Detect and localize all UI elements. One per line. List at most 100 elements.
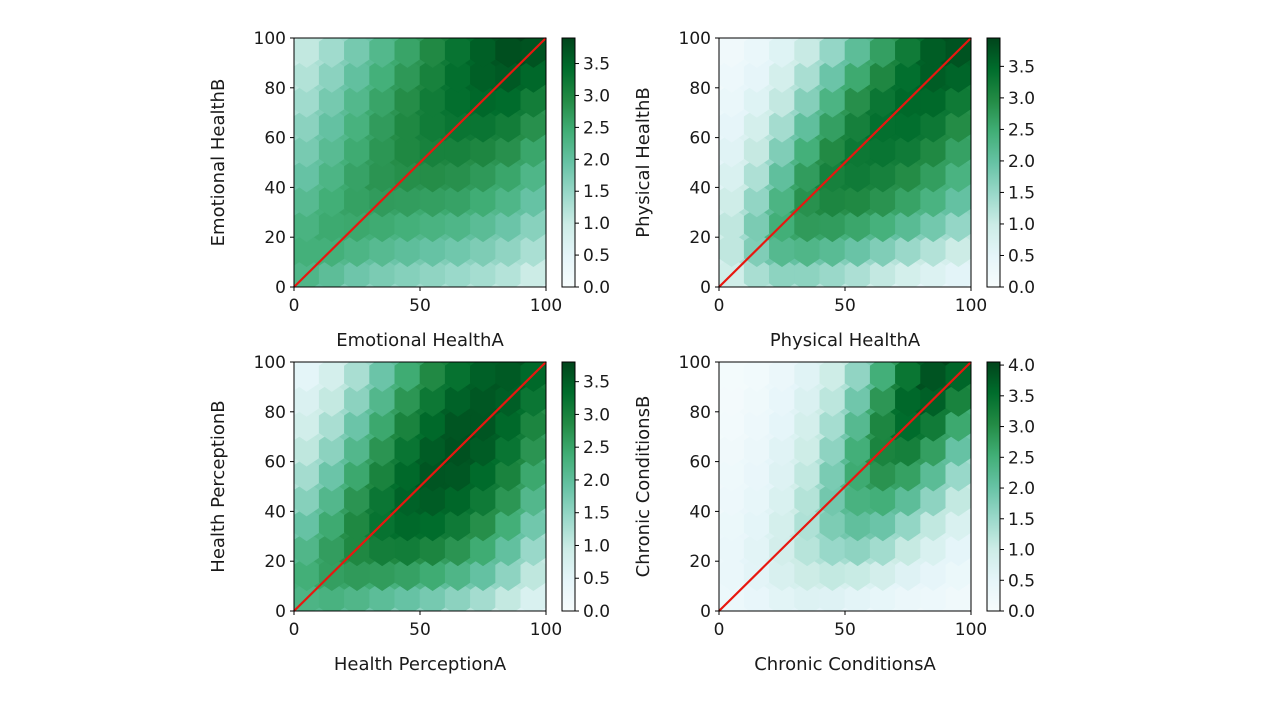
y-tick-label: 20 [264,228,286,248]
colorbar-tick-label: 1.5 [1008,510,1035,530]
colorbar-ticks: 0.0 0.5 1.0 1.5 2.0 2.5 3.0 3.5 [575,55,610,298]
y-axis-label: Emotional HealthB [208,79,229,247]
hex-cell [945,207,971,243]
panel-health-perception: 0 50 100 0 20 40 60 80 100 Health PerceptionA H… [208,353,610,675]
y-tick-label: 60 [689,129,711,149]
colorbar-tick-label: 1.0 [1008,215,1035,235]
hex-cell [520,406,546,442]
colorbar-tick-label: 3.5 [1008,387,1035,407]
hexbin-cells [294,38,546,287]
colorbar-tick-label: 2.0 [1008,152,1035,172]
hex-cell [520,232,546,268]
x-axis-ticks: 0 50 100 [714,611,987,640]
hex-cell [945,82,971,118]
y-tick-label: 60 [264,129,286,149]
hex-cell [520,581,546,611]
x-tick-label: 100 [530,296,562,316]
hex-cell [520,82,546,118]
hex-cell [945,406,971,442]
hex-cell [520,157,546,193]
y-tick-label: 0 [275,602,286,622]
colorbar [561,37,576,288]
y-tick-label: 80 [689,403,711,423]
y-tick-label: 20 [689,552,711,572]
y-tick-label: 100 [254,29,286,49]
panel-physical-health: 0 50 100 0 20 40 60 80 100 Physical HealthA Phy… [633,29,1035,351]
colorbar-tick-label: 2.5 [1008,448,1035,468]
colorbar-tick-label: 1.5 [583,504,610,524]
colorbar-tick-label: 3.0 [1008,89,1035,109]
x-axis-label: Health PerceptionA [334,654,507,675]
colorbar-tick-label: 3.0 [1008,418,1035,438]
colorbar-tick-label: 3.5 [583,55,610,75]
colorbar-tick-label: 3.0 [583,86,610,106]
colorbar-tick-label: 2.5 [583,118,610,138]
y-tick-label: 60 [264,453,286,473]
colorbar-tick-label: 3.5 [583,373,610,393]
y-tick-label: 0 [700,602,711,622]
x-tick-label: 100 [955,296,987,316]
colorbar-tick-label: 2.0 [583,471,610,491]
y-tick-label: 0 [275,278,286,298]
colorbar-tick-label: 1.5 [1008,183,1035,203]
colorbar-tick-label: 0.0 [583,602,610,622]
hex-cell [945,581,971,611]
y-axis-label: Chronic ConditionsB [633,396,654,578]
y-tick-label: 60 [689,453,711,473]
hex-cell [520,506,546,542]
panel-emotional-health: 0 50 100 0 20 40 60 80 100 Emotional HealthA Em… [208,29,610,351]
colorbar-tick-label: 1.0 [1008,541,1035,561]
y-tick-label: 40 [689,502,711,522]
x-axis-label: Physical HealthA [770,330,921,351]
hex-cell [520,381,546,417]
colorbar-tick-label: 1.0 [583,214,610,234]
hex-cell [945,257,971,287]
colorbar-tick-label: 0.0 [1008,602,1035,622]
colorbar-ticks: 0.0 0.5 1.0 1.5 2.0 2.5 3.0 3.5 4.0 [1000,356,1035,622]
hex-cell [945,556,971,592]
hex-cell [945,431,971,467]
hex-cell [945,531,971,567]
y-tick-label: 40 [264,178,286,198]
hex-cell [520,132,546,168]
x-axis-label: Emotional HealthA [336,330,504,351]
colorbar-tick-label: 1.0 [583,536,610,556]
hex-cell [945,481,971,517]
y-axis-label: Physical HealthB [633,87,654,237]
hex-cell [520,57,546,93]
x-tick-label: 0 [714,620,725,640]
colorbar-tick-label: 4.0 [1008,356,1035,376]
colorbar-tick-label: 0.5 [583,569,610,589]
colorbar-tick-label: 2.5 [583,438,610,458]
colorbar-tick-label: 0.5 [583,246,610,266]
colorbar [986,37,1001,288]
hex-cell [945,107,971,143]
hex-cell [945,381,971,417]
hexbin-cells [719,38,971,287]
x-axis-ticks: 0 50 100 [289,611,562,640]
x-axis-ticks: 0 50 100 [289,287,562,316]
x-tick-label: 50 [834,296,856,316]
y-tick-label: 40 [264,502,286,522]
hex-cell [945,232,971,268]
y-tick-label: 100 [679,353,711,373]
hex-cell [945,506,971,542]
colorbar-tick-label: 2.0 [583,150,610,170]
y-tick-label: 80 [689,79,711,99]
colorbar-tick-label: 0.0 [1008,278,1035,298]
y-axis-ticks: 0 20 40 60 80 100 [679,29,719,298]
hex-cell [520,207,546,243]
colorbar-tick-label: 0.5 [1008,571,1035,591]
y-axis-ticks: 0 20 40 60 80 100 [254,353,294,622]
x-axis-ticks: 0 50 100 [714,287,987,316]
hex-cell [945,57,971,93]
hexbin-cells [294,362,546,611]
y-tick-label: 20 [689,228,711,248]
hex-cell [520,107,546,143]
hex-cell [520,531,546,567]
colorbar-tick-label: 3.5 [1008,57,1035,77]
identity-line [293,37,547,288]
hex-cell [520,456,546,492]
hex-cell [520,257,546,287]
hex-cell [520,481,546,517]
